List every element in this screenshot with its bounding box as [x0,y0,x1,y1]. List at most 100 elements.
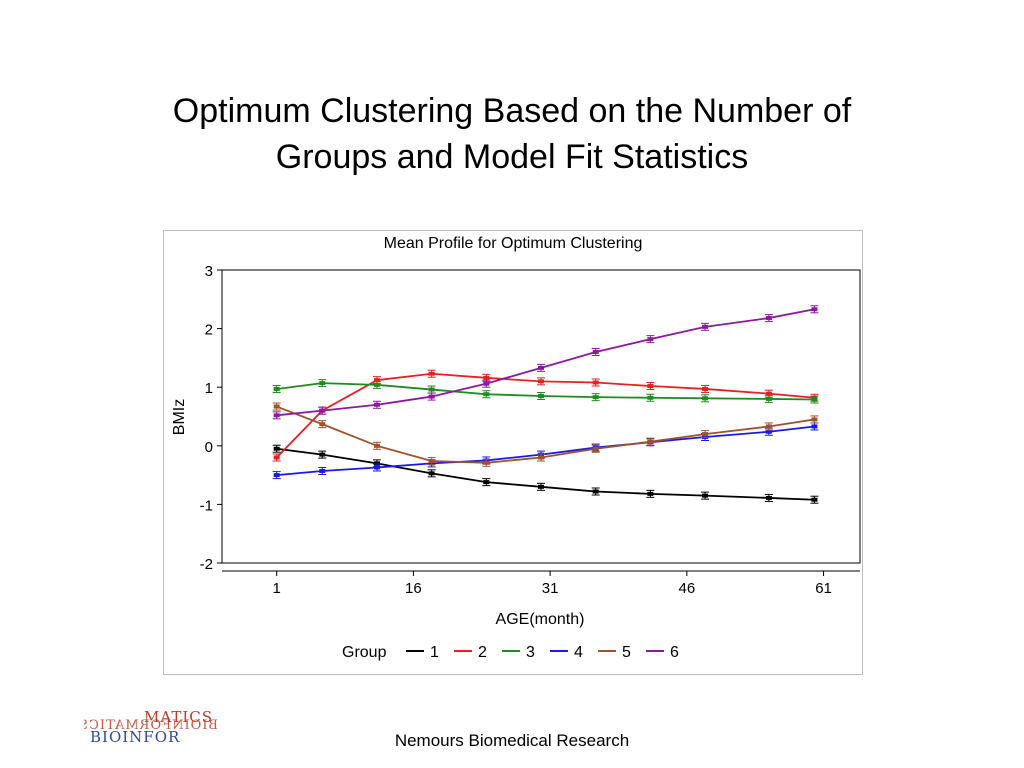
data-point [811,424,818,429]
data-point [702,396,709,401]
data-point [702,493,709,498]
legend-label-4: 4 [574,644,583,661]
x-axis: 1 16 31 46 61 [222,570,860,597]
y-axis-label: BMIz [171,399,188,435]
series-layer [272,305,819,504]
data-point [592,395,599,400]
data-point [273,455,280,460]
data-point [811,417,818,422]
y-tick-label: 3 [205,263,213,280]
data-point [702,432,709,437]
x-tick-label: 46 [678,580,695,597]
data-point [373,402,380,407]
svg-text:BIOINFOR: BIOINFOR [90,728,180,746]
data-point [647,395,654,400]
data-point [811,307,818,312]
series-group-6 [272,305,819,420]
data-point [428,387,435,392]
x-tick-label: 1 [273,580,281,597]
data-point [811,397,818,402]
data-point [273,473,280,478]
series-line-2 [276,372,815,459]
data-point [319,452,326,457]
chart-frame: Mean Profile for Optimum Clustering -2 -1… [163,230,863,675]
x-tick-label: 16 [405,580,422,597]
legend-label-2: 2 [478,644,487,661]
data-point [765,429,772,434]
data-point [373,443,380,448]
y-tick-label: 0 [205,439,213,456]
data-point [765,316,772,321]
y-axis: -2 -1 0 1 2 3 [200,263,222,573]
series-group-4 [272,422,819,480]
legend-label-1: 1 [430,644,439,661]
data-point [483,480,490,485]
data-point [483,375,490,380]
data-point [811,497,818,502]
data-point [538,365,544,370]
data-point [765,396,772,401]
legend: Group 1 2 3 4 5 6 [342,644,679,661]
data-point [273,413,280,418]
data-point [483,381,490,386]
x-tick-label: 31 [542,580,559,597]
x-tick-label: 61 [815,580,832,597]
data-point [647,384,654,389]
data-point [273,386,280,391]
series-group-1 [272,444,819,504]
y-tick-label: 2 [205,322,213,339]
data-point [702,386,709,391]
data-point [273,446,280,451]
data-point [483,392,490,397]
data-point [483,460,490,465]
data-point [765,391,772,396]
data-point [538,455,544,460]
bioinformatics-logo: MATICS BIOINFOR BIOINFORMATICS [84,708,218,746]
data-point [428,394,435,399]
data-point [319,422,326,427]
data-point [428,371,435,376]
data-point [765,424,772,429]
data-point [373,465,380,470]
data-point [592,350,599,355]
data-point [373,461,380,466]
legend-label-6: 6 [670,644,679,661]
data-point [538,379,544,384]
chart-title: Mean Profile for Optimum Clustering [384,235,643,252]
x-axis-label: AGE(month) [496,611,585,628]
data-point [373,378,380,383]
data-point [428,471,435,476]
data-point [428,459,435,464]
line-chart: Mean Profile for Optimum Clustering -2 -1… [171,235,861,661]
data-point [702,324,709,329]
svg-text:MATICS: MATICS [144,708,213,726]
slide-title: Optimum Clustering Based on the Number o… [60,88,964,180]
data-point [765,495,772,500]
y-tick-label: 1 [205,380,213,397]
data-point [538,484,544,489]
legend-label-3: 3 [526,644,535,661]
series-line-4 [276,425,815,476]
y-tick-label: -1 [200,497,213,514]
legend-label-5: 5 [622,644,631,661]
data-point [592,489,599,494]
data-point [538,393,544,398]
svg-text:BIOINFORMATICS: BIOINFORMATICS [84,718,218,733]
data-point [373,382,380,387]
footer-text: Nemours Biomedical Research [394,731,630,750]
data-point [319,468,326,473]
data-point [592,380,599,385]
plot-area [221,269,861,564]
legend-title: Group [342,644,387,661]
data-point [319,408,326,413]
data-point [647,491,654,496]
data-point [647,439,654,444]
data-point [273,404,280,409]
y-tick-label: -2 [200,556,213,573]
slide-title-line-1: Optimum Clustering Based on the Number o… [172,92,852,130]
data-point [647,337,654,342]
slide-title-line-2: Groups and Model Fit Statistics [275,138,749,176]
data-point [592,446,599,451]
series-group-3 [272,379,819,404]
series-group-5 [272,402,819,467]
